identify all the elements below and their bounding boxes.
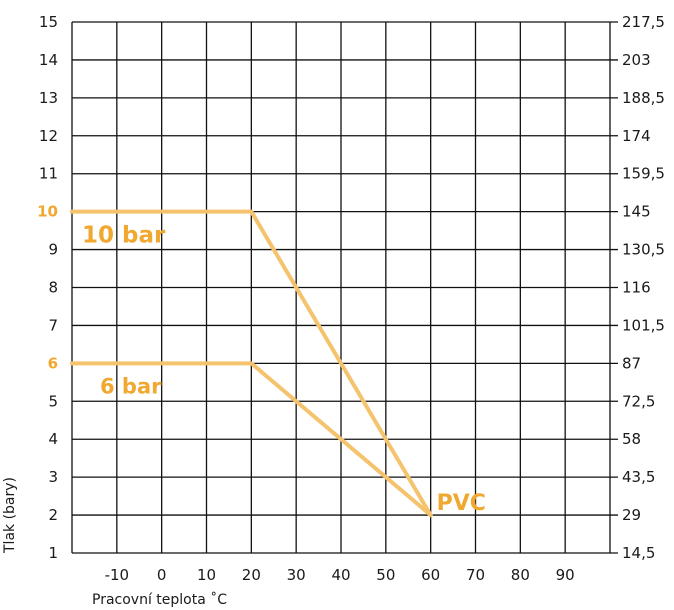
x-axis-ticks: -10 0 10 20 30 40 50 60 70 80 90 (105, 566, 575, 584)
x-tick-label: 40 (331, 566, 350, 584)
y2-tick-label: 188,5 (622, 89, 665, 107)
grid (71, 21, 618, 554)
x-tick-label: 50 (376, 566, 395, 584)
y-axis-title: Tlak (bary) (2, 477, 18, 554)
y-tick-label: 3 (48, 468, 58, 486)
y2-tick-label: 217,5 (622, 13, 665, 31)
y-tick-label: 11 (39, 165, 58, 183)
y2-tick-label: 116 (622, 279, 651, 297)
right-axis-ticks: 14,5 29 43,5 58 72,5 87 101,5 116 130,5 145 159,5 1… (622, 13, 665, 562)
y2-tick-label: 174 (622, 127, 651, 145)
y2-tick-label: 145 (622, 203, 651, 221)
y-tick-label: 4 (48, 430, 58, 448)
x-tick-label: 80 (511, 566, 530, 584)
x-tick-label: 10 (197, 566, 216, 584)
series-lines (70, 209, 433, 518)
x-tick-label: 30 (287, 566, 306, 584)
y-tick-label: 8 (48, 279, 58, 297)
x-tick-label: -10 (105, 566, 130, 584)
y2-tick-label: 159,5 (622, 165, 665, 183)
x-tick-label: 70 (466, 566, 485, 584)
y2-tick-label: 72,5 (622, 392, 655, 410)
series-name-label: 10 bar (82, 223, 166, 249)
y-tick-label: 7 (48, 316, 58, 334)
x-tick-label: 0 (157, 566, 167, 584)
y2-tick-label: 43,5 (622, 468, 655, 486)
annotation-label: PVC (437, 491, 486, 516)
y2-tick-label: 130,5 (622, 241, 665, 259)
y-tick-label: 5 (48, 392, 58, 410)
series-line (70, 209, 433, 518)
y-tick-label: 12 (39, 127, 58, 145)
y2-tick-label: 203 (622, 51, 651, 69)
y2-tick-label: 29 (622, 506, 641, 524)
y2-tick-label: 101,5 (622, 316, 665, 334)
x-tick-label: 20 (242, 566, 261, 584)
y-tick-label: 6 (48, 354, 58, 372)
series-line (70, 361, 433, 518)
x-axis-title: Pracovní teplota ˚C (92, 591, 227, 608)
x-tick-label: 90 (556, 566, 575, 584)
y-tick-label: 13 (39, 89, 58, 107)
series-name-label: 6 bar (100, 374, 162, 398)
y2-tick-label: 14,5 (622, 544, 655, 562)
x-tick-label: 60 (421, 566, 440, 584)
y2-tick-label: 87 (622, 354, 641, 372)
y-tick-label: 9 (48, 241, 58, 259)
y-tick-label: 15 (39, 13, 58, 31)
y-tick-label: 2 (48, 506, 58, 524)
y2-tick-label: 58 (622, 430, 641, 448)
y-tick-label: 1 (48, 544, 58, 562)
series-labels: 10 bar 6 bar PVC (82, 223, 486, 516)
y-tick-label: 10 (37, 203, 58, 221)
y-tick-label: 14 (39, 51, 58, 69)
